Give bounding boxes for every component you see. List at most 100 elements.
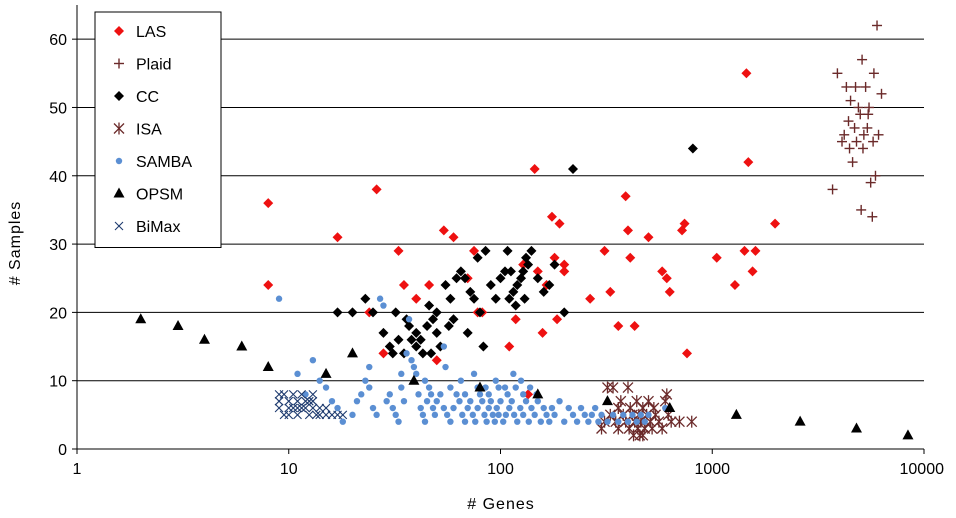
tick-labels: 0 10 20 30 40 50 60 1 10 100 1000 10000 [49, 32, 944, 478]
point-las [469, 245, 480, 256]
point-las [599, 245, 610, 256]
point-plaid [857, 143, 868, 154]
legend-label-opsm: OPSM [136, 187, 183, 204]
point-cc [478, 341, 489, 352]
point-samba [637, 411, 645, 419]
point-bimax [321, 403, 331, 413]
point-samba [577, 404, 585, 412]
point-plaid [849, 122, 860, 133]
point-samba [410, 363, 418, 371]
point-cc [460, 273, 471, 284]
point-samba [561, 418, 568, 425]
legend-marker-samba [115, 157, 123, 165]
point-cc [424, 300, 435, 311]
point-samba [421, 377, 429, 384]
point-samba [645, 411, 652, 419]
point-opsm [320, 367, 332, 378]
point-las [371, 184, 382, 195]
x-tick-label: 1 [73, 461, 82, 478]
point-samba [581, 411, 588, 419]
point-samba [447, 418, 454, 425]
point-cc [415, 334, 426, 345]
point-plaid [837, 136, 848, 147]
x-tick-label: 1000 [694, 461, 730, 478]
point-samba [421, 418, 429, 425]
point-samba [400, 397, 408, 405]
point-las [529, 163, 540, 174]
legend-label-las: LAS [136, 24, 166, 41]
point-plaid [876, 88, 887, 99]
point-samba [543, 411, 550, 419]
series-las [263, 68, 781, 400]
point-samba [349, 411, 356, 419]
legend-marker-opsm [113, 187, 125, 198]
point-opsm [135, 313, 147, 324]
point-cc [538, 286, 549, 297]
point-isa [607, 381, 619, 394]
point-cc [687, 143, 698, 154]
point-samba [429, 404, 437, 412]
point-samba [440, 343, 448, 350]
point-las [739, 245, 750, 256]
point-samba [591, 404, 599, 412]
point-isa [686, 415, 698, 428]
point-opsm [236, 340, 248, 351]
point-las [510, 314, 521, 325]
point-samba [489, 411, 497, 419]
point-plaid [851, 136, 862, 147]
point-cc [411, 327, 422, 338]
point-samba [481, 411, 488, 419]
point-samba [522, 397, 530, 405]
point-cc [347, 307, 358, 318]
point-cc [474, 307, 485, 318]
point-cc [508, 286, 519, 297]
point-samba [470, 370, 478, 378]
point-plaid [841, 81, 852, 92]
point-cc [549, 259, 560, 270]
point-bimax [279, 389, 289, 399]
point-las [504, 341, 515, 352]
point-bimax [308, 403, 318, 413]
point-samba [453, 391, 460, 398]
x-axis-title: # Genes [467, 496, 534, 513]
point-las [679, 218, 690, 229]
point-cc [445, 293, 456, 304]
point-bimax [288, 389, 298, 399]
series-plaid [827, 20, 887, 222]
point-isa [661, 388, 673, 401]
point-samba [457, 377, 465, 384]
point-plaid [858, 129, 869, 140]
point-samba [493, 404, 500, 412]
point-las [378, 348, 389, 359]
point-samba [467, 397, 474, 405]
point-cc [502, 245, 513, 256]
point-plaid [860, 81, 871, 92]
point-cc [462, 327, 473, 338]
point-cc [393, 334, 404, 345]
point-samba [334, 404, 341, 412]
point-las [532, 266, 543, 277]
point-plaid [857, 54, 868, 65]
point-cc [559, 307, 570, 318]
point-las [537, 327, 548, 338]
point-samba [517, 404, 524, 412]
legend: LAS Plaid CC ISA SAMBA OPSM BiMax [94, 11, 222, 248]
point-cc [443, 321, 454, 332]
point-plaid [847, 157, 858, 168]
point-plaid [862, 122, 873, 133]
point-las [643, 232, 654, 243]
point-bimax [297, 389, 306, 399]
point-las [424, 280, 435, 291]
x-tick-label: 10000 [900, 461, 945, 478]
point-plaid [873, 129, 884, 140]
point-samba [508, 397, 515, 405]
point-samba [546, 418, 553, 425]
point-cc [465, 286, 476, 297]
point-bimax [284, 396, 294, 406]
point-samba [483, 418, 490, 425]
point-samba [386, 391, 393, 398]
point-samba [294, 370, 301, 378]
point-bimax [274, 396, 284, 406]
point-las [605, 286, 616, 297]
